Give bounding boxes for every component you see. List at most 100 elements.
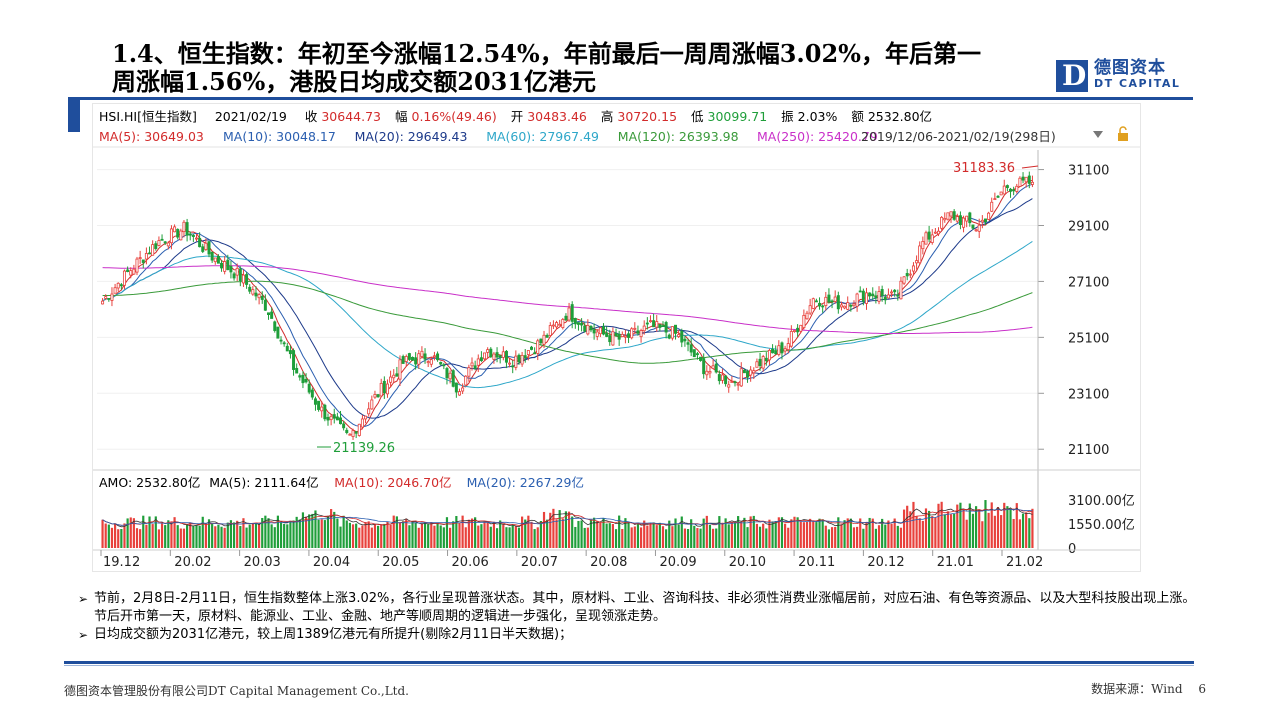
volume-bar <box>912 501 915 548</box>
hdr-amount-label: 额 <box>851 109 864 124</box>
footer-divider-thin <box>64 665 1194 666</box>
candle-body <box>213 257 217 263</box>
candle-body <box>821 305 825 308</box>
hdr-code: HSI.HI[恒生指数] <box>99 109 197 124</box>
volume-bar <box>192 525 195 548</box>
candle-body <box>852 303 856 306</box>
candle-body <box>839 304 843 308</box>
volume-bar <box>968 503 971 548</box>
volume-bar <box>724 518 727 548</box>
volume-bar <box>358 527 361 548</box>
volume-bar <box>414 522 417 548</box>
price-tick-label: 23100 <box>1068 387 1109 402</box>
volume-bar <box>236 520 239 548</box>
candle-body <box>454 382 458 393</box>
x-tick-label: 20.12 <box>867 555 904 570</box>
candle-body <box>204 242 208 250</box>
hdr-open-label: 开 <box>511 109 524 124</box>
price-tick-label: 21100 <box>1068 443 1109 458</box>
volume-bar <box>452 521 455 548</box>
candle-body <box>796 327 800 333</box>
candle-body <box>699 356 703 361</box>
volume-bar <box>355 523 358 548</box>
candle-body <box>445 368 449 379</box>
candle-body <box>301 374 305 384</box>
candle-body <box>645 322 649 325</box>
volume-bar <box>361 525 364 548</box>
candle-body <box>526 350 530 355</box>
volume-bar <box>643 520 646 548</box>
candle-body <box>398 359 402 380</box>
volume-bar <box>749 516 752 548</box>
candle-body <box>636 330 640 334</box>
company-logo: 德图资本 DT CAPITAL <box>1056 60 1180 92</box>
volume-bar <box>292 520 295 548</box>
volume-bar <box>195 525 198 548</box>
candle-body <box>210 251 214 261</box>
lock-icon[interactable] <box>1118 126 1128 141</box>
candle-body <box>113 287 117 294</box>
volume-bar <box>965 519 968 548</box>
volume-bar <box>336 518 339 548</box>
volume-bar <box>1015 503 1018 548</box>
volume-bar <box>671 526 674 548</box>
volume-ma-line <box>102 508 1033 526</box>
candle-body <box>479 357 483 362</box>
candle-body <box>836 295 840 310</box>
candle-body <box>830 300 834 303</box>
volume-bar <box>674 518 677 548</box>
candle-body <box>586 324 590 335</box>
candle-body <box>564 315 568 321</box>
volume-bar <box>536 527 539 548</box>
candle-body <box>902 276 906 284</box>
volume-bar <box>433 525 436 548</box>
candle-body <box>348 433 352 436</box>
volume-bar <box>668 520 671 548</box>
volume-bar <box>567 511 571 548</box>
hdr-change-label: 幅 <box>395 109 408 124</box>
volume-bar <box>996 506 1000 548</box>
volume-bar <box>533 529 536 548</box>
volume-bar <box>170 522 173 548</box>
candle-body <box>160 238 164 241</box>
candle-body <box>805 312 809 320</box>
candle-body <box>849 304 853 307</box>
candle-body <box>382 380 386 394</box>
candle-body <box>276 326 280 339</box>
volume-bar <box>705 515 708 548</box>
volume-bar <box>931 516 934 548</box>
volume-bar <box>380 524 383 548</box>
volume-bar <box>890 523 893 548</box>
volume-bar <box>254 523 258 548</box>
volume-bar <box>104 523 107 548</box>
ma-line <box>102 179 1033 433</box>
candle-body <box>489 348 493 358</box>
volume-bar <box>220 526 223 548</box>
candle-body <box>824 296 828 306</box>
candle-body <box>220 262 224 269</box>
candle-body <box>401 356 405 364</box>
volume-bar <box>113 523 117 548</box>
candle-body <box>886 294 890 299</box>
title-divider <box>68 97 1193 100</box>
candle-body <box>930 234 934 243</box>
volume-bar <box>211 523 214 548</box>
candle-body <box>263 299 267 311</box>
volume-bar <box>326 515 330 548</box>
volume-bar <box>777 517 780 548</box>
volume-legend: AMO: 2532.80亿 MA(5): 2111.64亿 MA(10): 2046… <box>99 475 584 490</box>
candle-body <box>132 268 136 275</box>
price-tick-label: 29100 <box>1068 220 1109 235</box>
ma-lines <box>102 179 1033 433</box>
volume-bar <box>546 519 549 548</box>
candle-body <box>451 370 455 387</box>
candle-body <box>144 253 148 260</box>
volume-bar <box>552 508 555 548</box>
x-tick-label: 21.02 <box>1006 555 1043 570</box>
candle-body <box>166 242 170 247</box>
volume-bar <box>946 511 949 548</box>
range-dropdown-icon[interactable] <box>1093 131 1103 138</box>
candle-body <box>151 244 155 256</box>
hdr-open-value: 30483.46 <box>527 109 587 124</box>
volume-bar <box>142 515 145 548</box>
